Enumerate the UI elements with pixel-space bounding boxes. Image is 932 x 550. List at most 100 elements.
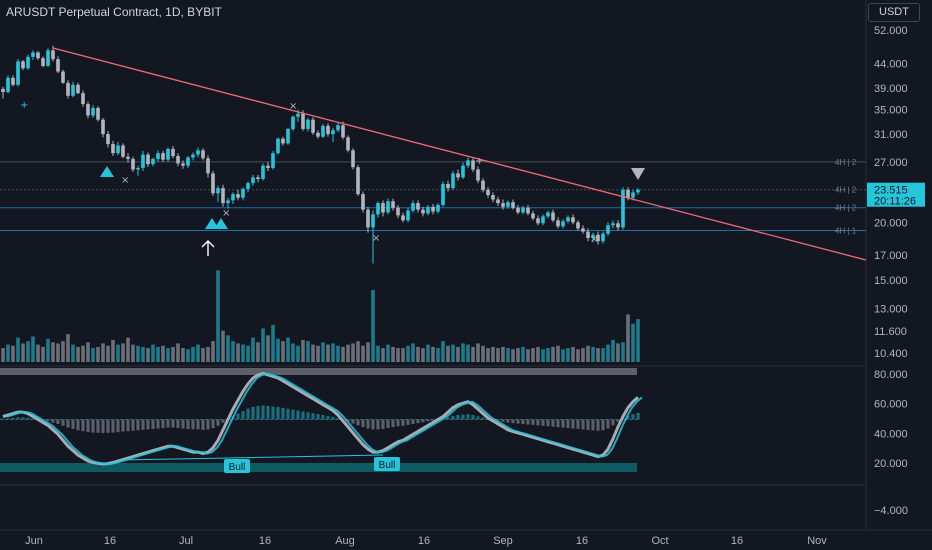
candle-body — [261, 165, 265, 180]
candle-body — [46, 50, 50, 66]
volume-bar — [461, 343, 465, 362]
oscillator-histogram-bar — [321, 415, 325, 420]
oscillator-histogram-bar — [521, 419, 525, 424]
volume-bar — [366, 342, 370, 362]
volume-bar — [71, 344, 75, 362]
level-label: 4H | 2 — [835, 204, 857, 213]
candle-body — [51, 50, 55, 60]
oscillator-histogram-bar — [171, 419, 175, 428]
volume-bar — [6, 344, 10, 362]
candle-body — [86, 104, 90, 116]
volume-bar — [616, 343, 620, 362]
currency-selector[interactable]: USDT — [868, 3, 920, 22]
candle-body — [266, 165, 270, 168]
volume-bar — [351, 343, 355, 362]
volume-bar — [246, 345, 250, 362]
oscillator-histogram-bar — [366, 419, 370, 429]
signal-markers: × × × × × + + — [20, 100, 645, 256]
volume-bar — [296, 345, 300, 362]
last-price-label: 23.515 — [874, 185, 908, 197]
oscillator-histogram-bar — [586, 419, 590, 430]
volume-bar — [46, 338, 50, 362]
oscillator-histogram-bar — [256, 406, 260, 420]
candle-body — [256, 177, 260, 180]
volume-bar — [306, 341, 310, 362]
oscillator-histogram-bar — [281, 407, 285, 420]
candle-body — [431, 206, 435, 212]
oscillator-histogram-bar — [601, 419, 605, 431]
time-tick-label: Jun — [25, 535, 43, 547]
volume-bar — [141, 346, 145, 362]
volume-bar — [201, 348, 205, 362]
volume-bar — [311, 344, 315, 362]
candle-body — [621, 189, 625, 228]
oscillator-histogram-bar — [336, 418, 340, 420]
oscillator-tick-label: 60.000 — [874, 399, 908, 411]
volume-bar — [381, 348, 385, 362]
oscillator-histogram-bar — [421, 419, 425, 423]
volume-bar — [521, 346, 525, 362]
oscillator-histogram-bar — [461, 414, 465, 420]
volume-bar — [506, 348, 510, 362]
oscillator-histogram-bar — [46, 419, 50, 422]
candle-body — [381, 203, 385, 213]
oscillator-histogram-bar — [166, 419, 170, 428]
oscillator-histogram-bar — [276, 406, 280, 420]
oscillator-histogram-bar — [66, 419, 70, 428]
volume-bars — [0, 270, 640, 375]
time-tick-label: 16 — [104, 535, 116, 547]
volume-bar — [411, 343, 415, 362]
volume-bar — [431, 346, 435, 362]
candle-body — [571, 217, 575, 223]
candle-body — [286, 128, 290, 144]
oscillator-histogram-bar — [506, 419, 510, 423]
candle-body — [396, 207, 400, 216]
volume-bar — [606, 344, 610, 362]
price-tick-label: 20.000 — [874, 217, 908, 229]
last-price-badge — [867, 182, 925, 207]
volume-bar — [516, 348, 520, 362]
oscillator-histogram-bar — [556, 419, 560, 428]
price-tick-label: 39.000 — [874, 83, 908, 95]
candle-body — [176, 156, 180, 164]
oscillator-histogram-bar — [141, 419, 145, 430]
candle-body — [416, 203, 420, 210]
oscillator-histogram-bar — [241, 410, 245, 420]
volume-bar — [571, 346, 575, 362]
volume-bar — [146, 348, 150, 362]
divergence-line — [120, 454, 384, 461]
chart-title: ARUSDT Perpetual Contract, 1D, BYBIT — [6, 5, 222, 19]
volume-bar — [341, 346, 345, 362]
candle-body — [281, 138, 285, 144]
oscillator-histogram-bar — [546, 419, 550, 427]
candle-body — [501, 203, 505, 207]
oscillator-histogram-bar — [206, 419, 210, 430]
buy-triangle-icon — [214, 218, 228, 229]
volume-bar — [211, 341, 215, 362]
volume-bar — [541, 349, 545, 362]
oscillator-line-slow — [2, 371, 639, 466]
up-arrow-icon — [201, 240, 215, 256]
candle-body — [221, 188, 225, 204]
oscillator-histogram-bar — [51, 419, 55, 423]
volume-bar — [221, 330, 225, 362]
oscillator-histogram-bar — [456, 415, 460, 420]
candle-body — [456, 173, 460, 178]
time-tick-label: Jul — [179, 535, 193, 547]
volume-bar — [511, 349, 515, 362]
volume-bar — [16, 337, 20, 362]
candle-body — [16, 61, 20, 85]
candle-body — [451, 173, 455, 189]
time-tick-label: 16 — [259, 535, 271, 547]
price-tick-label: 35.000 — [874, 105, 908, 117]
volume-bar — [281, 341, 285, 362]
candle-body — [541, 216, 545, 224]
oscillator-panel: Bull Bull — [0, 371, 643, 473]
plus-marker-icon: + — [475, 156, 483, 167]
volume-bar — [31, 336, 35, 362]
candle-body — [486, 189, 490, 196]
candle-body — [126, 156, 130, 159]
candle-body — [596, 234, 600, 242]
volume-bar — [261, 328, 265, 362]
bull-label: Bull — [379, 460, 396, 471]
